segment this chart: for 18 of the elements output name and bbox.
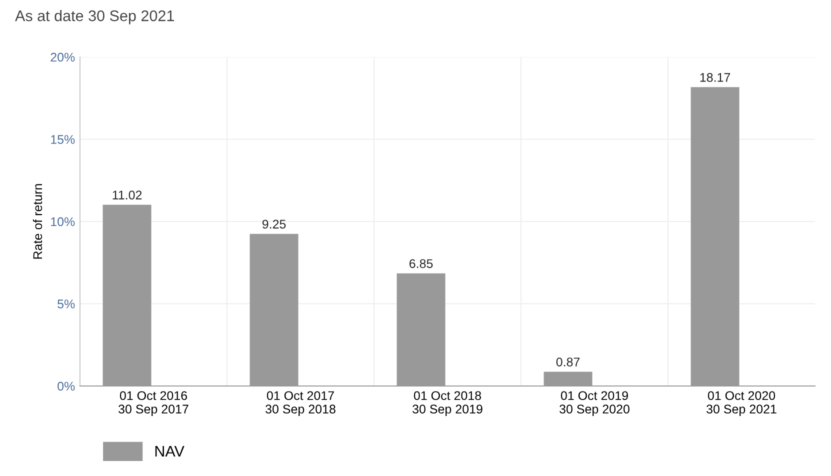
x-tick-label: 01 Oct 2016 30 Sep 2017 (118, 391, 188, 416)
y-tick-label: 0% (58, 382, 75, 391)
legend-label: NAV (155, 446, 184, 457)
x-tick-label: 01 Oct 2019 30 Sep 2020 (560, 391, 630, 416)
y-tick-label: 15% (51, 135, 75, 144)
data-label: 18.17 (700, 73, 730, 82)
y-tick-label: 5% (58, 300, 75, 308)
y-tick-label: 10% (51, 217, 75, 226)
y-axis-title: Rate of return (32, 184, 42, 259)
chart-title: As at date 30 Sep 2021 (15, 10, 174, 24)
data-label: 9.25 (262, 220, 286, 229)
y-tick-label: 20% (50, 52, 75, 62)
x-tick-label: 01 Oct 2020 30 Sep 2021 (706, 391, 776, 416)
data-label: 0.87 (556, 358, 580, 366)
x-tick-label: 01 Oct 2017 30 Sep 2018 (266, 391, 336, 416)
x-tick-label: 01 Oct 2018 30 Sep 2019 (412, 391, 482, 416)
data-label: 6.85 (410, 259, 433, 268)
data-label: 11.02 (112, 190, 142, 200)
